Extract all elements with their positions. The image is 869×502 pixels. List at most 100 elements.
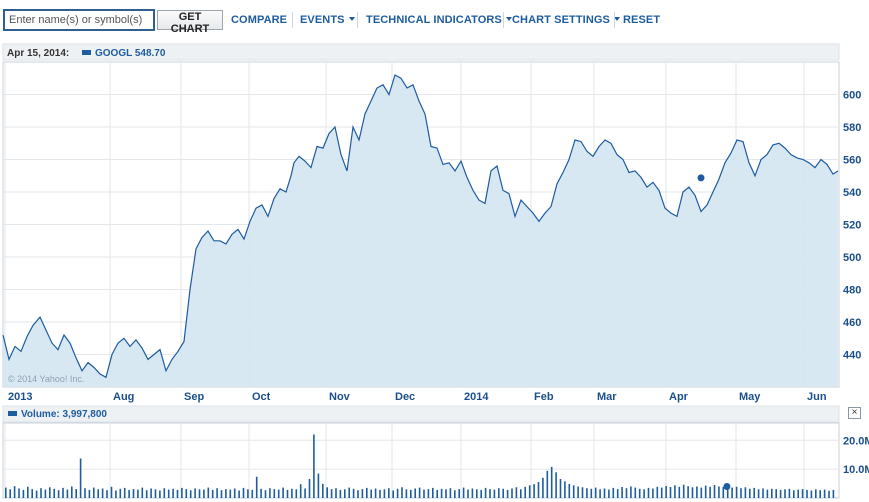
close-volume-icon[interactable]: × — [848, 407, 861, 419]
volume-bar — [308, 479, 311, 498]
volume-bar — [652, 488, 654, 498]
volume-bar — [647, 487, 650, 498]
volume-bar — [740, 488, 742, 498]
volume-bar — [467, 489, 469, 498]
volume-bar — [440, 488, 443, 498]
volume-bar — [339, 489, 342, 498]
volume-bar — [722, 487, 725, 498]
volume-bar — [344, 489, 346, 498]
volume-bar — [388, 488, 390, 498]
chart-settings-menu[interactable]: CHART SETTINGS — [512, 14, 620, 26]
volume-bar — [524, 486, 526, 499]
volume-bar — [79, 458, 82, 498]
volume-bar — [784, 489, 786, 498]
volume-bar — [264, 490, 267, 498]
volume-bar — [797, 489, 799, 498]
technical-indicators-menu[interactable]: TECHNICAL INDICATORS — [366, 14, 512, 26]
volume-bar — [687, 486, 689, 498]
get-chart-button[interactable]: GET CHART — [157, 10, 223, 35]
y-tick-label: 560 — [843, 155, 861, 167]
volume-bar — [718, 486, 720, 498]
volume-bar — [44, 489, 47, 498]
volume-bar — [704, 485, 707, 498]
volume-bar — [31, 489, 33, 498]
volume-chart[interactable]: Volume: 3,997,800 10.0M 20.0M — [0, 404, 869, 502]
volume-bar — [137, 489, 139, 498]
volume-bars — [5, 434, 835, 499]
volume-bar — [819, 490, 821, 498]
volume-bar — [559, 479, 562, 498]
volume-bar — [238, 490, 240, 498]
volume-bar — [568, 483, 571, 498]
volume-bar — [621, 487, 623, 498]
volume-bar — [762, 488, 764, 498]
volume-bar — [511, 488, 513, 498]
volume-bar — [801, 489, 804, 498]
volume-bar — [660, 487, 663, 498]
volume-bar — [49, 487, 51, 498]
toolbar-divider — [503, 12, 504, 28]
volume-header — [2, 405, 840, 423]
x-tick-label: Sep — [184, 391, 204, 403]
volume-bar — [480, 489, 482, 498]
volume-bar — [749, 488, 751, 498]
volume-bar — [709, 486, 711, 499]
symbol-search-input[interactable] — [3, 9, 155, 31]
volume-bar — [53, 488, 55, 498]
volume-bar — [291, 488, 293, 498]
volume-bar — [533, 484, 535, 498]
volume-bar — [779, 489, 782, 498]
volume-bar — [304, 488, 306, 498]
volume-bar — [9, 489, 11, 498]
x-tick-label: 2014 — [464, 391, 489, 403]
volume-bar — [119, 488, 122, 498]
volume-bar — [753, 487, 755, 498]
toolbar-divider — [614, 12, 615, 28]
volume-bar — [766, 489, 769, 498]
volume-bar — [757, 489, 760, 498]
volume-bar — [40, 488, 42, 498]
events-menu[interactable]: EVENTS — [300, 14, 355, 26]
volume-bar — [383, 489, 386, 498]
volume-bar — [189, 490, 192, 498]
volume-bar — [88, 489, 91, 498]
reset-link[interactable]: RESET — [623, 14, 661, 26]
volume-bar — [423, 489, 425, 498]
volume-bar — [101, 488, 104, 498]
volume-bar — [793, 490, 795, 498]
volume-y-tick-label: 20.0M — [843, 435, 869, 447]
volume-bar — [462, 487, 465, 498]
price-x-axis: 2013 Aug Sep Oct Nov Dec 2014 Feb Mar Apr May Jun — [8, 391, 827, 403]
volume-bar — [625, 488, 628, 498]
volume-bar — [401, 487, 403, 498]
volume-bar — [537, 482, 540, 498]
volume-bar — [75, 489, 77, 498]
volume-bar — [432, 487, 434, 498]
compare-link[interactable]: COMPARE — [231, 14, 288, 26]
volume-bar — [528, 485, 531, 498]
volume-bar — [225, 489, 227, 498]
volume-bar — [458, 489, 460, 498]
volume-bar — [665, 485, 667, 498]
volume-bar — [489, 489, 491, 498]
volume-bar — [313, 434, 315, 498]
volume-bar — [286, 489, 289, 498]
volume-bar — [357, 490, 359, 498]
y-tick-label: 440 — [843, 350, 861, 362]
volume-frame — [2, 422, 840, 499]
volume-bar — [828, 490, 830, 498]
toolbar-divider — [292, 12, 293, 28]
chevron-down-icon — [505, 17, 512, 21]
volume-bar — [630, 486, 632, 498]
volume-bar — [700, 487, 703, 498]
copyright-watermark: © 2014 Yahoo! Inc. — [8, 374, 84, 384]
volume-hover-marker — [723, 483, 731, 490]
price-chart[interactable]: Apr 15, 2014: GOOGL 548.70 440 460 480 500 5… — [0, 40, 869, 404]
volume-bar — [145, 490, 148, 498]
volume-bar — [132, 489, 135, 498]
volume-bar — [163, 488, 166, 498]
volume-bar — [564, 481, 566, 498]
volume-bar — [603, 488, 606, 498]
price-y-axis: 440 460 480 500 520 540 560 580 600 — [843, 90, 861, 362]
volume-bar — [506, 489, 509, 498]
